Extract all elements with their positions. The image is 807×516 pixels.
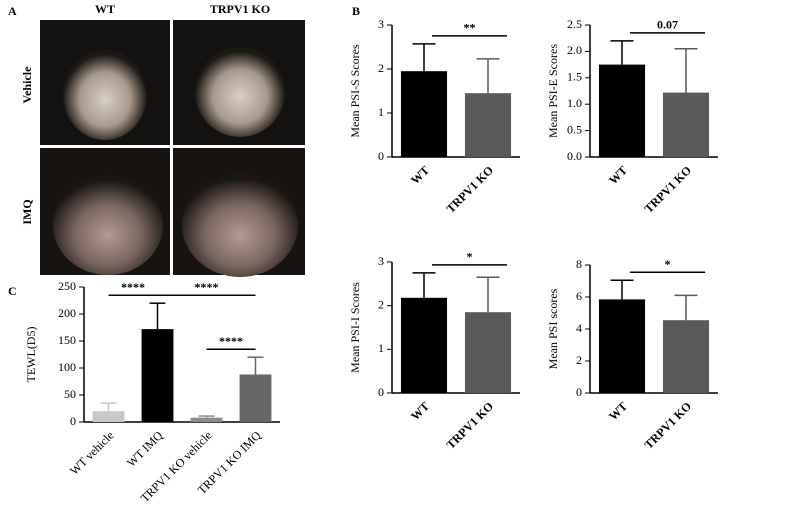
photo-lesion — [195, 47, 285, 137]
y-axis-label: Mean PSI-E Scores — [546, 44, 560, 138]
y-tick-label: 8 — [576, 257, 582, 271]
y-axis-label: Mean PSI scores — [546, 288, 560, 369]
y-tick-label: 4 — [576, 321, 582, 335]
y-tick-label: 6 — [576, 289, 582, 303]
annotation: **** — [195, 280, 219, 294]
photo-lesion — [53, 175, 163, 275]
annotation: * — [665, 257, 671, 271]
column-label: WT — [95, 2, 115, 16]
bar — [464, 312, 512, 393]
y-tick-label: 150 — [58, 333, 76, 347]
y-tick-label: 1 — [378, 341, 384, 355]
bar — [92, 411, 125, 422]
y-tick-label: 1.5 — [567, 70, 582, 84]
x-tick-label: WT IMQ — [124, 428, 166, 470]
annotation: 0.07 — [657, 18, 678, 32]
y-tick-label: 2.5 — [567, 17, 582, 31]
y-tick-label: 3 — [378, 254, 384, 268]
x-tick-label: WT vehicle — [67, 428, 117, 478]
y-tick-label: 0 — [70, 414, 76, 428]
row-label: IMQ — [20, 199, 34, 224]
bar — [190, 417, 223, 422]
bar — [400, 71, 448, 157]
y-tick-label: 0 — [378, 385, 384, 399]
bar — [239, 374, 272, 422]
y-tick-label: 2.0 — [567, 43, 582, 57]
bar — [464, 93, 512, 157]
annotation: ** — [464, 21, 476, 35]
y-axis-label: TEWL(D5) — [24, 327, 38, 383]
x-tick-label: TRPV1 KO — [443, 399, 496, 452]
y-tick-label: 1 — [378, 105, 384, 119]
y-tick-label: 0.5 — [567, 122, 582, 136]
y-tick-label: 2 — [576, 353, 582, 367]
bar — [400, 297, 448, 393]
y-tick-label: 100 — [58, 360, 76, 374]
y-tick-label: 0.0 — [567, 149, 582, 163]
panel-label: B — [352, 4, 360, 18]
bar — [662, 320, 710, 393]
row-label: Vehicle — [20, 66, 34, 104]
y-tick-label: 0 — [576, 385, 582, 399]
y-axis-label: Mean PSI-S Scores — [348, 44, 362, 138]
x-tick-label: TRPV1 KO — [641, 163, 694, 216]
bar — [662, 92, 710, 157]
column-label: TRPV1 KO — [210, 2, 270, 16]
y-tick-label: 2 — [378, 61, 384, 75]
bar — [141, 329, 174, 422]
x-tick-label: TRPV1 KO — [641, 399, 694, 452]
bar — [598, 64, 646, 157]
photo-lesion — [63, 50, 147, 140]
y-tick-label: 50 — [64, 387, 76, 401]
annotation: * — [467, 250, 473, 264]
y-tick-label: 0 — [378, 149, 384, 163]
panel-label: A — [8, 4, 17, 18]
y-tick-label: 250 — [58, 279, 76, 293]
panel-label: C — [8, 284, 17, 298]
photo-lesion — [182, 173, 298, 277]
x-tick-label: WT — [408, 163, 432, 187]
y-tick-label: 1.0 — [567, 96, 582, 110]
x-tick-label: TRPV1 KO — [443, 163, 496, 216]
x-tick-label: WT — [408, 399, 432, 423]
x-tick-label: WT — [606, 163, 630, 187]
y-tick-label: 200 — [58, 306, 76, 320]
x-tick-label: WT — [606, 399, 630, 423]
annotation: **** — [219, 334, 243, 348]
photos — [40, 20, 305, 277]
y-axis-label: Mean PSI-I Scores — [348, 282, 362, 373]
bar — [598, 299, 646, 393]
y-tick-label: 2 — [378, 297, 384, 311]
y-tick-label: 3 — [378, 17, 384, 31]
annotation: **** — [121, 280, 145, 294]
